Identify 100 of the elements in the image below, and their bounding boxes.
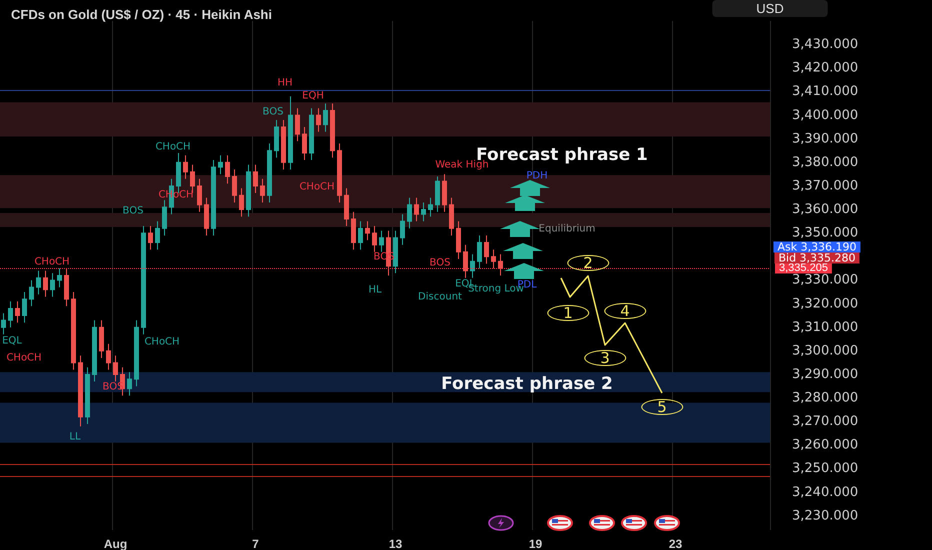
y-tick-label: 3,390.000 [792, 131, 858, 146]
y-tick-label: 3,320.000 [792, 296, 858, 312]
candlestick [211, 160, 216, 236]
candlestick [498, 254, 503, 276]
candlestick [162, 200, 167, 236]
annotation: BOS [430, 258, 450, 268]
annotation: 4 [604, 302, 646, 320]
candlestick [134, 320, 139, 387]
annotation: PDH [526, 170, 548, 182]
candlestick [78, 355, 83, 427]
ref-line-label: 3,335.205 [779, 262, 828, 274]
candlestick [281, 119, 286, 170]
candlestick [148, 226, 153, 250]
annotation: CHoCH [6, 352, 42, 364]
candlestick [491, 249, 496, 269]
candlestick [379, 230, 384, 252]
candlestick [50, 272, 55, 298]
y-tick-label: 3,410.000 [792, 84, 858, 100]
annotation: EQL [2, 336, 22, 346]
candlestick [141, 226, 146, 335]
y-tick-label: 3,230.000 [792, 508, 858, 524]
candlestick [36, 270, 41, 295]
candlestick [246, 164, 251, 218]
candlestick [29, 280, 34, 307]
candlestick [456, 220, 461, 260]
candlestick [85, 366, 90, 424]
candlestick [428, 197, 433, 218]
candlestick [400, 214, 405, 246]
candlestick [57, 268, 62, 288]
candlestick [113, 355, 118, 382]
candlestick [15, 300, 20, 324]
candlestick [92, 320, 97, 382]
y-tick-label: 3,310.000 [792, 320, 858, 335]
annotation: CHoCH [144, 336, 180, 348]
candlestick [295, 108, 300, 142]
candlestick [260, 178, 265, 203]
candlestick [302, 126, 307, 161]
y-tick-label: 3,360.000 [792, 202, 858, 218]
candlestick [344, 188, 349, 227]
annotation: LL [69, 432, 81, 442]
candlestick [225, 154, 230, 184]
candlestick [204, 197, 209, 236]
candlestick [351, 211, 356, 250]
candlestick [477, 234, 482, 269]
text: Ask 3,336.190 [773, 240, 861, 254]
y-tick-label: 3,250.000 [792, 461, 858, 476]
annotation: BOS [262, 106, 284, 118]
candlestick [337, 143, 342, 203]
candlestick [372, 226, 377, 252]
candlestick [442, 174, 447, 212]
x-tick-label: 23 [668, 537, 682, 550]
annotation: EQH [302, 90, 324, 102]
candlestick [99, 320, 104, 358]
annotation: HH [277, 78, 293, 88]
annotation: BOS [122, 206, 144, 216]
text: Bid 3,335.280 [774, 252, 860, 264]
annotation: Weak High [435, 160, 489, 170]
candlestick [267, 143, 272, 203]
candlestick [449, 197, 454, 236]
y-axis-title: USD [756, 1, 784, 16]
candlestick [274, 119, 279, 158]
candlestick [407, 197, 412, 229]
y-tick-label: 3,350.000 [792, 226, 858, 241]
annotation: 3 [584, 349, 626, 367]
chart-title: CFDs on Gold (US$ / OZ) · 45 · Heikin Ashi [11, 7, 272, 22]
candlestick [470, 254, 475, 278]
candlestick [288, 96, 293, 170]
annotation: CHoCH [34, 256, 70, 268]
y-tick-label: 3,300.000 [792, 343, 858, 358]
candlestick [309, 108, 314, 161]
candlestick [197, 178, 202, 212]
x-tick-label: 19 [528, 537, 542, 550]
annotation: CHoCH [155, 142, 191, 152]
y-tick-label: 3,400.000 [792, 108, 858, 123]
y-tick-label: 3,280.000 [792, 390, 858, 406]
candlestick [358, 220, 363, 250]
candlestick [43, 270, 48, 298]
annotation: CHoCH [299, 182, 335, 192]
annotation: 2 [567, 254, 609, 272]
candlestick [421, 202, 426, 222]
y-tick-label: 3,370.000 [792, 178, 858, 194]
candlestick [330, 102, 335, 158]
annotation: Equilibrium [538, 224, 596, 234]
annotation: Forecast phrase 2 [441, 374, 613, 394]
y-tick-label: 3,330.000 [792, 272, 858, 288]
candlestick [64, 268, 69, 307]
y-tick-label: 3,270.000 [792, 414, 858, 430]
candlestick [106, 343, 111, 370]
candlestick [463, 244, 468, 278]
candlestick [127, 372, 132, 396]
y-tick-label: 3,260.000 [792, 438, 858, 453]
candlestick [393, 230, 398, 274]
candlestick [8, 300, 13, 328]
y-tick-label: 3,420.000 [792, 60, 858, 76]
candlestick [239, 188, 244, 218]
candlestick [323, 102, 328, 132]
x-tick-label: 7 [252, 537, 260, 550]
annotation: HL [368, 284, 382, 296]
annotation: 1 [547, 304, 589, 322]
candlestick [253, 164, 258, 194]
